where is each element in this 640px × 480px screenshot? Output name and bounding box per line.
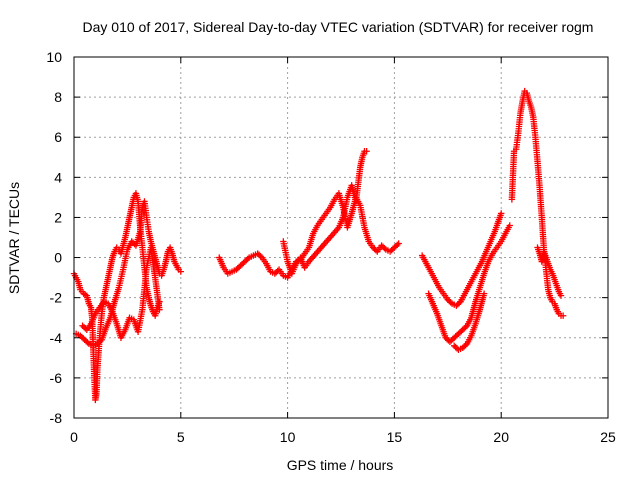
- series-segment-4: [508, 87, 567, 319]
- x-tick-label: 5: [177, 429, 185, 445]
- y-tick-label: -4: [50, 330, 63, 346]
- chart-title: Day 010 of 2017, Sidereal Day-to-day VTE…: [83, 19, 594, 35]
- x-tick-label: 0: [70, 429, 78, 445]
- data-point: [244, 255, 251, 263]
- data-point: [97, 337, 104, 345]
- data-point: [156, 306, 163, 313]
- y-tick-label: 2: [54, 209, 62, 225]
- data-point: [257, 253, 264, 260]
- data-point: [506, 222, 513, 229]
- series-segment-1c: [79, 244, 163, 341]
- data-point: [363, 148, 370, 155]
- series-segment-2: [216, 190, 402, 281]
- series-segment-4b: [534, 244, 565, 299]
- y-tick-label: 4: [54, 169, 62, 185]
- data-point: [394, 241, 401, 249]
- tick-labels: 0 5 10 15 20 25 -8 -6 -4 -2 0 2 4 6 8 10: [46, 49, 616, 445]
- x-axis-label: GPS time / hours: [287, 457, 394, 473]
- data-point: [557, 292, 565, 299]
- x-tick-label: 15: [387, 429, 403, 445]
- series-segment-2b: [280, 148, 370, 277]
- data-point: [559, 312, 567, 319]
- series-segment-3b: [425, 222, 513, 345]
- plot-frame: [73, 56, 609, 419]
- x-tick-label: 25: [600, 429, 616, 445]
- x-tick-label: 10: [280, 429, 296, 445]
- data-point: [395, 240, 402, 247]
- data-point: [480, 290, 488, 297]
- y-tick-label: -8: [50, 410, 63, 426]
- data-point: [455, 299, 463, 307]
- data-point: [381, 244, 388, 252]
- data-point: [447, 299, 454, 306]
- data-point: [462, 323, 469, 331]
- series-segment-3a: [418, 210, 505, 309]
- y-tick-label: 6: [54, 129, 62, 145]
- y-tick-label: 8: [54, 89, 62, 105]
- y-tick-label: -6: [50, 370, 63, 386]
- series-segment-1b: [72, 198, 184, 349]
- data-point: [84, 339, 91, 346]
- data-point: [498, 210, 505, 217]
- data-point: [372, 247, 380, 254]
- data-point: [82, 325, 89, 332]
- y-axis-label: SDTVAR / TECUs: [6, 182, 22, 294]
- data-point: [274, 267, 281, 275]
- series-segment-3c: [451, 290, 488, 354]
- data-points: [70, 87, 567, 404]
- y-tick-label: 10: [46, 49, 62, 65]
- data-point: [462, 341, 469, 349]
- grid: [74, 57, 608, 418]
- y-tick-label: -2: [50, 290, 63, 306]
- y-tick-label: 0: [54, 250, 62, 266]
- x-tick-label: 20: [493, 429, 509, 445]
- data-point: [177, 268, 184, 275]
